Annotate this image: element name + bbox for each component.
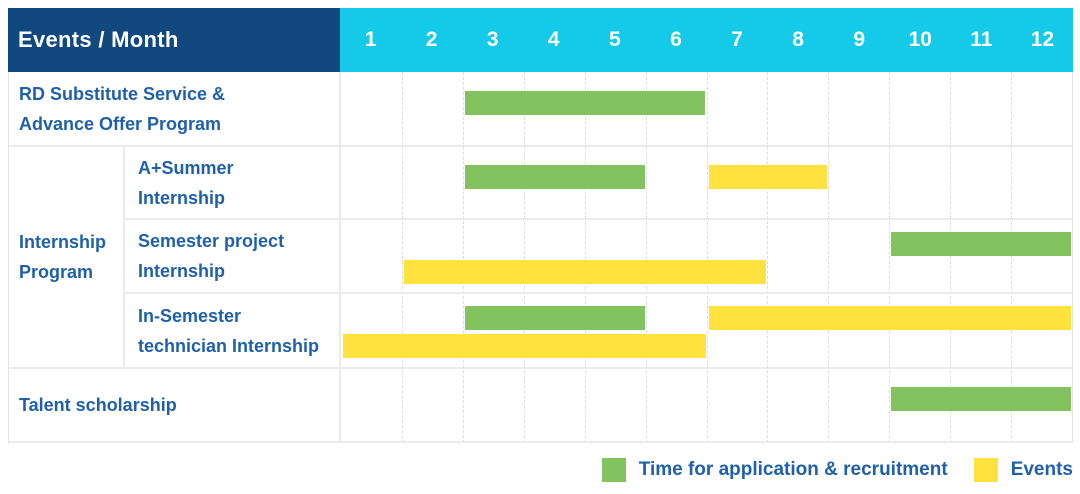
row-label-talent-scholarship: Talent scholarship <box>9 369 341 441</box>
table-rowgroup-internship-program: Internship Program A+Summer Internship S… <box>9 147 1072 369</box>
month-header-cell: 12 <box>1030 28 1055 51</box>
gantt-bar-green <box>891 387 1071 411</box>
legend-item-application-recruitment: Time for application & recruitment <box>601 458 948 482</box>
row-label-rd-substitute-service: RD Substitute Service & Advance Offer Pr… <box>9 72 341 145</box>
gantt-bar-green <box>464 164 645 189</box>
month-header-row: 1 2 3 4 5 6 7 8 9 10 11 12 <box>340 8 1073 72</box>
month-header-cell: 10 <box>908 28 932 51</box>
legend-label-application-recruitment: Time for application & recruitment <box>638 459 948 480</box>
chart-cell-in-semester-technician-internship <box>341 294 1072 367</box>
table-row-a-summer-internship: A+Summer Internship <box>125 147 1072 220</box>
gantt-bar-yellow <box>708 306 1071 330</box>
legend-item-events: Events <box>973 458 1073 482</box>
table-row-in-semester-technician-internship: In-Semester technician Internship <box>125 294 1072 367</box>
gantt-bar-green <box>891 232 1071 256</box>
legend-label-events: Events <box>1010 459 1073 480</box>
month-header-cell: 5 <box>609 28 621 51</box>
table-row-talent-scholarship: Talent scholarship <box>9 369 1072 443</box>
month-header-cell: 2 <box>425 28 438 51</box>
row-label-semester-project-internship: Semester project Internship <box>125 220 341 292</box>
gantt-bar-green <box>464 90 706 115</box>
group-label-internship-program: Internship Program <box>9 147 125 367</box>
month-header-cell: 11 <box>970 28 993 51</box>
month-header-cell: 7 <box>731 28 743 51</box>
month-header-cell: 9 <box>853 28 865 51</box>
row-label-in-semester-technician-internship: In-Semester technician Internship <box>125 294 341 367</box>
table-header-title-cell: Events / Month <box>8 8 340 72</box>
table-body: RD Substitute Service & Advance Offer Pr… <box>8 72 1073 443</box>
events-month-table: Events / Month 1 2 3 4 5 6 7 8 9 10 11 12 RD Substi… <box>8 8 1073 443</box>
month-header-cell: 4 <box>547 28 560 51</box>
table-header-row: Events / Month 1 2 3 4 5 6 7 8 9 10 11 12 <box>8 8 1073 72</box>
chart-cell-talent-scholarship <box>341 369 1072 441</box>
month-header-cell: 1 <box>364 28 377 51</box>
legend: Time for application & recruitment Event… <box>601 458 1073 482</box>
chart-cell-semester-project-internship <box>341 220 1072 292</box>
legend-green-swatch-icon <box>601 458 626 482</box>
row-label-a-summer-internship: A+Summer Internship <box>125 147 341 218</box>
internship-program-subrows: A+Summer Internship Semester project Int… <box>125 147 1072 367</box>
gantt-bar-green <box>464 306 645 330</box>
chart-cell-a-summer-internship <box>341 147 1072 218</box>
month-header-cell: 3 <box>486 28 499 51</box>
gantt-bar-yellow <box>343 334 706 358</box>
month-header-cell: 8 <box>792 28 804 51</box>
table-row-semester-project-internship: Semester project Internship <box>125 220 1072 294</box>
gantt-bar-yellow <box>708 164 828 189</box>
month-header-cell: 6 <box>670 28 682 51</box>
gantt-bar-yellow <box>403 260 767 284</box>
table-row-rd-substitute: RD Substitute Service & Advance Offer Pr… <box>9 72 1072 147</box>
legend-yellow-swatch-icon <box>973 458 998 482</box>
table-header-title: Events / Month <box>18 27 179 52</box>
chart-cell-rd-substitute-service <box>341 72 1072 145</box>
